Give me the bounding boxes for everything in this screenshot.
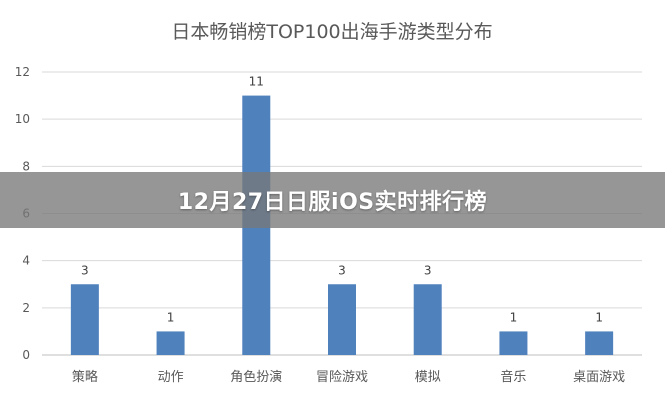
x-category-label: 策略: [72, 369, 98, 385]
bar-data-label: 1: [167, 310, 175, 324]
x-category-label: 冒险游戏: [316, 370, 368, 385]
y-tick-label: 2: [22, 301, 30, 315]
x-axis-categories: 策略 动作 角色扮演 冒险游戏 模拟 音乐 桌面游戏: [72, 369, 625, 385]
bar: [70, 284, 99, 355]
x-category-label: 动作: [158, 370, 184, 385]
bar-data-label: 3: [338, 263, 346, 277]
bar: [156, 331, 185, 355]
bar-data-label: 11: [249, 75, 264, 89]
y-tick-label: 8: [22, 159, 30, 173]
y-tick-label: 0: [22, 348, 30, 362]
chart-title: 日本畅销榜TOP100出海手游类型分布: [171, 21, 492, 43]
y-tick-label: 4: [22, 254, 30, 268]
x-category-label: 角色扮演: [230, 369, 282, 385]
bar-data-label: 1: [510, 310, 518, 324]
bar-data-label: 1: [595, 310, 603, 324]
bar: [328, 284, 356, 355]
bar: [413, 284, 442, 355]
x-category-label: 音乐: [500, 369, 526, 385]
overlay-banner: 12月27日日服iOS实时排行榜: [0, 172, 665, 228]
y-tick-label: 10: [15, 112, 30, 126]
bar-data-label: 3: [81, 263, 89, 277]
bar-data-label: 3: [424, 263, 432, 277]
bar: [585, 331, 614, 355]
x-category-label: 模拟: [415, 370, 441, 385]
bar: [499, 331, 528, 355]
y-tick-label: 12: [15, 65, 30, 79]
banner-title: 12月27日日服iOS实时排行榜: [177, 190, 488, 215]
x-category-label: 桌面游戏: [573, 370, 625, 385]
